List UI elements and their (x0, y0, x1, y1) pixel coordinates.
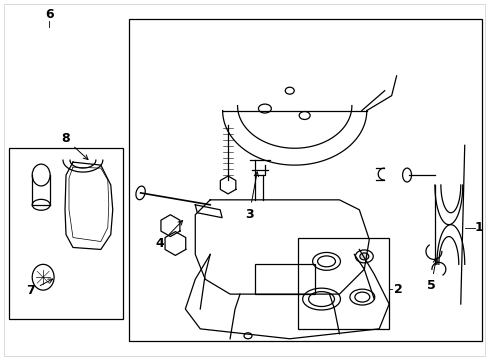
Text: 3: 3 (244, 172, 258, 221)
Text: 5: 5 (426, 258, 437, 292)
Text: 2: 2 (393, 283, 402, 296)
Bar (128, 19, 481, 341)
Text: 1: 1 (473, 221, 482, 234)
Text: 7: 7 (26, 279, 53, 297)
Ellipse shape (359, 253, 368, 260)
Bar (9, 148, 122, 319)
Bar (297, 238, 388, 329)
Text: 6: 6 (45, 8, 53, 21)
Bar (254, 264, 314, 294)
Text: 8: 8 (61, 132, 88, 159)
Text: 4: 4 (155, 220, 183, 251)
